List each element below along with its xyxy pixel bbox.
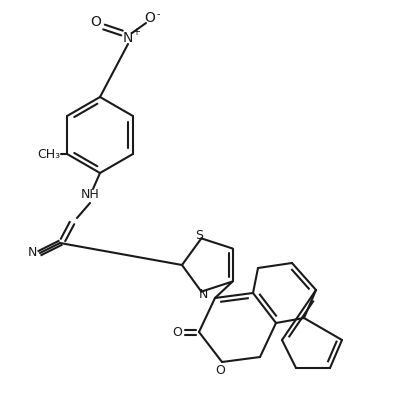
Text: N: N [27,246,37,259]
Text: CH₃: CH₃ [37,148,61,160]
Text: O: O [91,15,101,29]
Text: O: O [215,364,225,377]
Text: S: S [195,229,203,242]
Text: O: O [172,326,182,339]
Text: N: N [199,288,208,301]
Text: -: - [156,9,160,19]
Text: NH: NH [81,188,99,202]
Text: N: N [123,31,133,45]
Text: +: + [132,27,140,37]
Text: O: O [145,11,156,25]
